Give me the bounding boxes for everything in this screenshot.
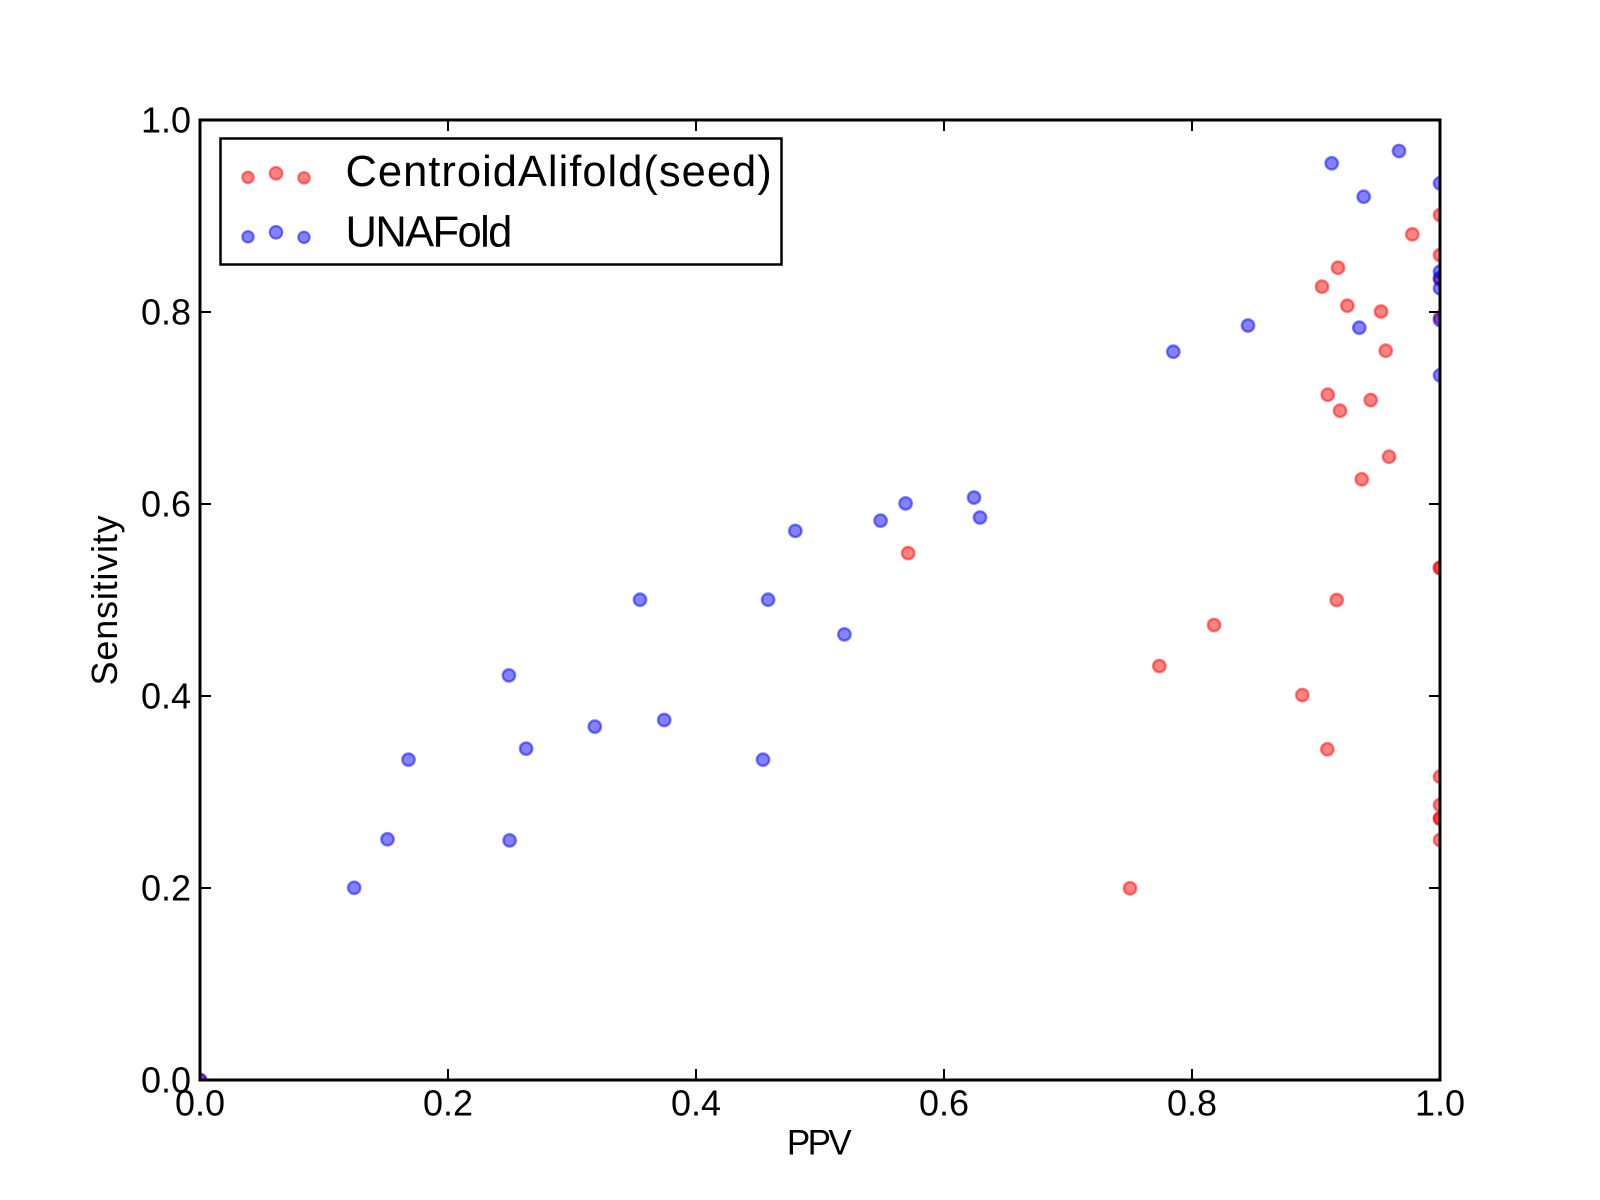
svg-text:UNAFold: UNAFold (346, 209, 511, 257)
svg-text:0.6: 0.6 (919, 1083, 969, 1124)
svg-text:PPV: PPV (787, 1124, 852, 1163)
svg-text:Sensitivity: Sensitivity (84, 515, 125, 686)
svg-text:0.8: 0.8 (141, 291, 191, 332)
svg-text:0.0: 0.0 (141, 1059, 191, 1100)
svg-text:0.6: 0.6 (141, 483, 191, 524)
svg-text:0.8: 0.8 (1167, 1083, 1217, 1124)
svg-text:CentroidAlifold(seed): CentroidAlifold(seed) (346, 148, 773, 196)
svg-text:0.4: 0.4 (141, 675, 191, 716)
svg-text:1.0: 1.0 (1415, 1083, 1465, 1124)
svg-text:0.0: 0.0 (175, 1083, 225, 1124)
svg-text:0.4: 0.4 (671, 1083, 721, 1124)
svg-text:1.0: 1.0 (141, 99, 191, 140)
svg-text:0.2: 0.2 (141, 867, 191, 908)
svg-text:0.2: 0.2 (423, 1083, 473, 1124)
